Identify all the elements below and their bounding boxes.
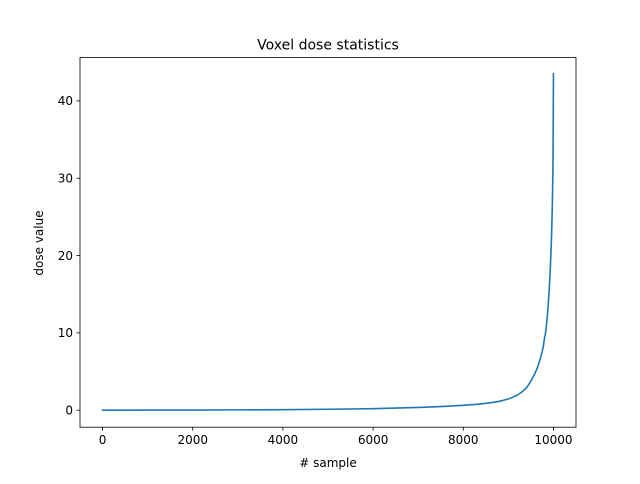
x-tick-label: 8000 — [448, 433, 479, 447]
x-tick-label: 2000 — [177, 433, 208, 447]
x-axis-label: # sample — [299, 456, 357, 470]
y-tick-label: 30 — [58, 172, 73, 186]
y-tick-label: 40 — [58, 94, 73, 108]
axis-ticks: 0 2000 4000 6000 8000 10000 0 10 20 30 40 — [58, 94, 573, 447]
x-tick-label: 4000 — [268, 433, 299, 447]
y-tick-label: 10 — [58, 326, 73, 340]
plot-area-frame — [79, 57, 577, 428]
x-tick-label: 0 — [99, 433, 107, 447]
y-axis-label: dose value — [32, 210, 46, 275]
series-layer — [101, 73, 555, 411]
series-line — [101, 73, 555, 411]
y-tick-label: 0 — [65, 403, 73, 417]
x-tick-label: 10000 — [534, 433, 572, 447]
y-tick-label: 20 — [58, 249, 73, 263]
chart-title: Voxel dose statistics — [257, 38, 399, 54]
x-tick-label: 6000 — [358, 433, 389, 447]
